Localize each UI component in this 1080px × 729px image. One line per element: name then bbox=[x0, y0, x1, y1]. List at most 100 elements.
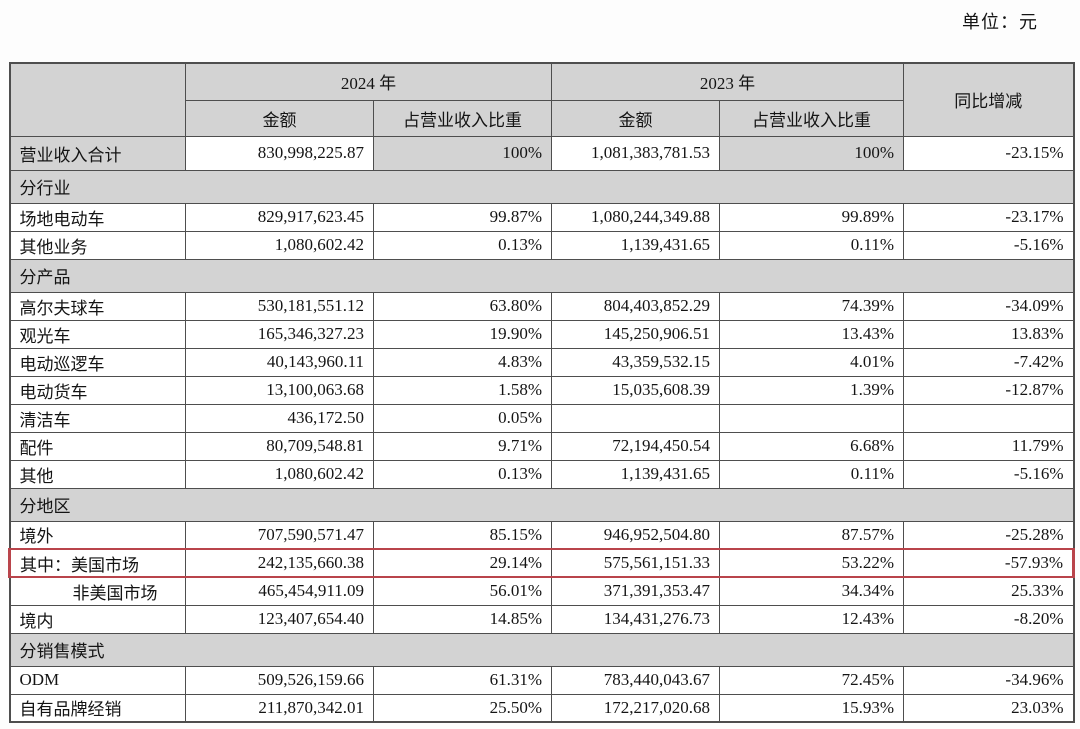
revenue-breakdown-table: 2024 年 2023 年 同比增减 金额 占营业收入比重 金额 占营业收入比重… bbox=[8, 62, 1075, 723]
amount-2023-cell: 43,359,532.15 bbox=[551, 347, 720, 377]
year-2023-header: 2023 年 bbox=[551, 62, 904, 101]
table-row: ODM 509,526,159.66 61.31% 783,440,043.67 72.… bbox=[9, 665, 1074, 695]
share-2024-cell: 0.13% bbox=[373, 459, 552, 489]
header-row-metrics: 金额 占营业收入比重 金额 占营业收入比重 bbox=[10, 99, 1074, 137]
amount-2024-cell: 40,143,960.11 bbox=[185, 347, 374, 377]
section-label: 分产品 bbox=[9, 258, 1074, 293]
amount-2024-cell: 80,709,548.81 bbox=[185, 431, 374, 461]
row-label: 自有品牌经销 bbox=[9, 693, 186, 723]
share-2023-cell: 87.57% bbox=[719, 520, 904, 550]
share-2023-cell: 72.45% bbox=[719, 665, 904, 695]
amount-2023-cell: 145,250,906.51 bbox=[551, 319, 720, 349]
section-row: 分地区 bbox=[9, 487, 1074, 522]
row-label: 营业收入合计 bbox=[9, 135, 186, 171]
amount-2023-cell: 804,403,852.29 bbox=[551, 291, 720, 321]
share-2024-cell: 4.83% bbox=[373, 347, 552, 377]
row-label: 场地电动车 bbox=[9, 202, 186, 232]
amount-2023-cell: 1,080,244,349.88 bbox=[551, 202, 720, 232]
share-2023-cell: 15.93% bbox=[719, 693, 904, 723]
yoy-change-cell: -57.93% bbox=[903, 548, 1075, 578]
amount-2023-cell bbox=[551, 403, 720, 433]
yoy-change-cell: -5.16% bbox=[903, 230, 1074, 260]
share-2023-cell: 74.39% bbox=[719, 291, 904, 321]
amount-2023-cell: 1,139,431.65 bbox=[551, 459, 720, 489]
yoy-change-cell: -34.09% bbox=[903, 291, 1074, 321]
amount-2023-cell: 172,217,020.68 bbox=[551, 693, 720, 723]
row-label: 其中：美国市场 bbox=[8, 548, 186, 578]
share-2024-cell: 0.05% bbox=[373, 403, 552, 433]
yoy-change-cell: 25.33% bbox=[903, 576, 1074, 606]
table-row: 电动货车 13,100,063.68 1.58% 15,035,608.39 1.39%… bbox=[9, 375, 1074, 405]
section-label: 分地区 bbox=[9, 487, 1074, 522]
year-2024-header: 2024 年 bbox=[185, 62, 552, 101]
row-label: 境内 bbox=[9, 604, 186, 634]
table-body: 营业收入合计 830,998,225.87 100% 1,081,383,781.53… bbox=[8, 135, 1075, 723]
row-label: 其他 bbox=[9, 459, 186, 489]
row-label: 非美国市场 bbox=[9, 576, 186, 606]
share-2024-cell: 25.50% bbox=[373, 693, 552, 723]
yoy-change-cell: 13.83% bbox=[903, 319, 1074, 349]
table-row: 其他业务 1,080,602.42 0.13% 1,139,431.65 0.11% -5… bbox=[9, 230, 1074, 260]
share-2023-cell: 100% bbox=[719, 135, 904, 171]
amount-2023-cell: 783,440,043.67 bbox=[551, 665, 720, 695]
amount-2023-cell: 371,391,353.47 bbox=[551, 576, 720, 606]
share-2023-cell: 34.34% bbox=[719, 576, 904, 606]
corner-blank-cell bbox=[9, 62, 186, 137]
table-row: 高尔夫球车 530,181,551.12 63.80% 804,403,852.29 7… bbox=[9, 291, 1074, 321]
amount-2023-cell: 1,081,383,781.53 bbox=[551, 135, 720, 171]
section-label: 分行业 bbox=[9, 169, 1074, 204]
row-label: 观光车 bbox=[9, 319, 186, 349]
share-2024-cell: 99.87% bbox=[373, 202, 552, 232]
unit-label: 单位：元 bbox=[962, 12, 1038, 32]
amount-2024-cell: 830,998,225.87 bbox=[185, 135, 374, 171]
share-2024-header: 占营业收入比重 bbox=[373, 99, 552, 137]
yoy-change-cell: -8.20% bbox=[903, 604, 1074, 634]
amount-2024-cell: 165,346,327.23 bbox=[185, 319, 374, 349]
amount-2024-cell: 242,135,660.38 bbox=[185, 548, 374, 578]
row-label: 高尔夫球车 bbox=[9, 291, 186, 321]
amount-2023-cell: 15,035,608.39 bbox=[551, 375, 720, 405]
share-2023-cell: 53.22% bbox=[719, 548, 904, 578]
amount-2024-cell: 465,454,911.09 bbox=[185, 576, 374, 606]
amount-2024-cell: 211,870,342.01 bbox=[185, 693, 374, 723]
share-2023-cell: 0.11% bbox=[719, 459, 904, 489]
table-row: 观光车 165,346,327.23 19.90% 145,250,906.51 13.… bbox=[9, 319, 1074, 349]
table-row: 配件 80,709,548.81 9.71% 72,194,450.54 6.68% 11… bbox=[9, 431, 1074, 461]
table-row: 其他 1,080,602.42 0.13% 1,139,431.65 0.11% -5.1… bbox=[9, 459, 1074, 489]
share-2024-cell: 56.01% bbox=[373, 576, 552, 606]
section-label: 分销售模式 bbox=[9, 632, 1074, 667]
table-row: 营业收入合计 830,998,225.87 100% 1,081,383,781.53… bbox=[9, 135, 1074, 171]
share-2023-cell: 1.39% bbox=[719, 375, 904, 405]
yoy-change-cell: -12.87% bbox=[903, 375, 1074, 405]
yoy-change-cell: 11.79% bbox=[903, 431, 1074, 461]
yoy-change-cell: 23.03% bbox=[903, 693, 1074, 723]
header-row-years: 2024 年 2023 年 同比增减 bbox=[9, 62, 1074, 137]
row-label: 其他业务 bbox=[9, 230, 186, 260]
share-2023-cell: 12.43% bbox=[719, 604, 904, 634]
share-2023-header: 占营业收入比重 bbox=[719, 99, 904, 137]
share-2024-cell: 29.14% bbox=[373, 548, 552, 578]
yoy-change-cell: -25.28% bbox=[903, 520, 1074, 550]
section-row: 分行业 bbox=[9, 169, 1074, 204]
share-2024-cell: 1.58% bbox=[373, 375, 552, 405]
table-row: 清洁车 436,172.50 0.05% bbox=[9, 403, 1074, 433]
share-2024-cell: 19.90% bbox=[373, 319, 552, 349]
section-row: 分销售模式 bbox=[9, 632, 1074, 667]
table-row: 境外 707,590,571.47 85.15% 946,952,504.80 87.5… bbox=[9, 520, 1074, 550]
amount-2024-cell: 829,917,623.45 bbox=[185, 202, 374, 232]
yoy-change-cell: -5.16% bbox=[903, 459, 1074, 489]
table-row: 非美国市场 465,454,911.09 56.01% 371,391,353.47 3… bbox=[9, 576, 1074, 606]
share-2024-cell: 61.31% bbox=[373, 665, 552, 695]
amount-2024-header: 金额 bbox=[185, 99, 374, 137]
amount-2024-cell: 707,590,571.47 bbox=[185, 520, 374, 550]
share-2023-cell: 4.01% bbox=[719, 347, 904, 377]
amount-2024-cell: 530,181,551.12 bbox=[185, 291, 374, 321]
amount-2023-header: 金额 bbox=[551, 99, 720, 137]
share-2023-cell: 99.89% bbox=[719, 202, 904, 232]
section-row: 分产品 bbox=[9, 258, 1074, 293]
table-row: 自有品牌经销 211,870,342.01 25.50% 172,217,020.68… bbox=[9, 693, 1074, 723]
amount-2024-cell: 123,407,654.40 bbox=[185, 604, 374, 634]
amount-2024-cell: 1,080,602.42 bbox=[185, 230, 374, 260]
yoy-change-header: 同比增减 bbox=[903, 62, 1074, 137]
yoy-change-cell: -23.15% bbox=[903, 135, 1074, 171]
